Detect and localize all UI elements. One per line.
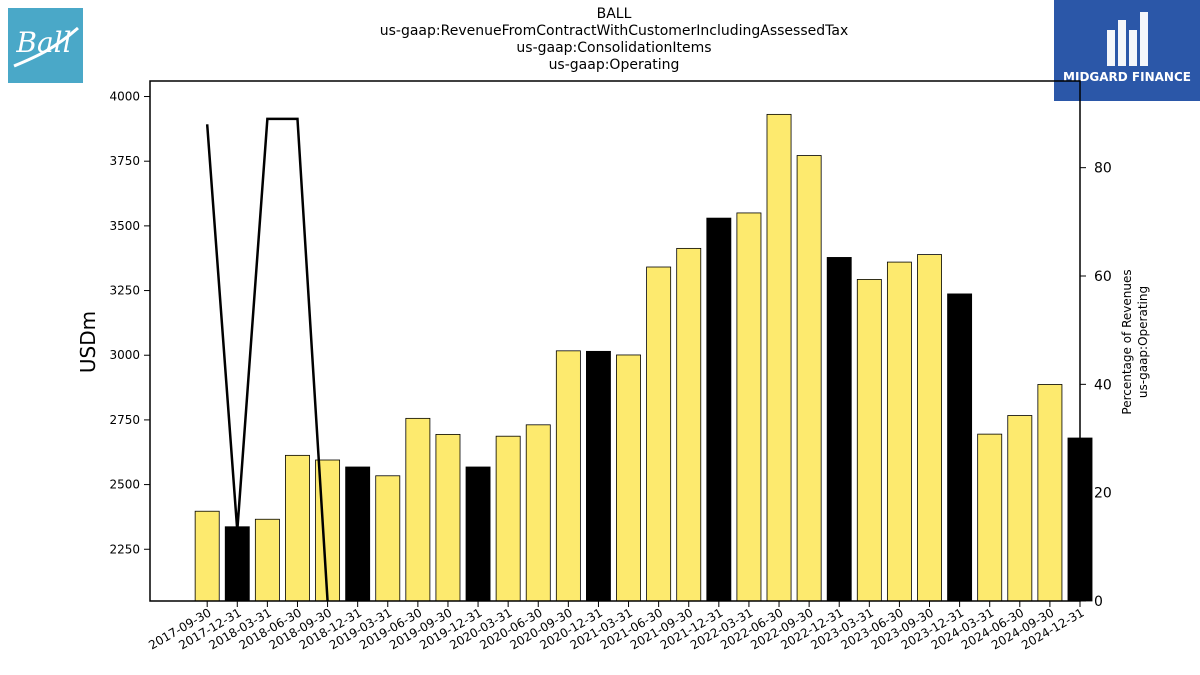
- bar-2022-09-30: [796, 155, 822, 602]
- bar-2024-06-30: [1007, 415, 1033, 602]
- bar-2023-06-30: [886, 261, 912, 602]
- y2-tick-label-80: 80: [1094, 161, 1112, 177]
- ball-logo: Ball: [8, 8, 83, 83]
- bar-2022-12-31: [826, 257, 852, 602]
- y-tick-label-3750: 3750: [109, 154, 140, 168]
- bar-2020-03-31: [495, 435, 521, 602]
- y-axis-label: USDm: [76, 311, 100, 373]
- ball-logo-text: Ball: [15, 26, 71, 59]
- bar-2018-03-31: [254, 518, 280, 602]
- chart-title-member: us-gaap:Operating: [548, 57, 680, 73]
- bar-2017-12-31: [224, 526, 250, 602]
- y2-axis-label-line2: us-gaap:Operating: [1136, 286, 1150, 398]
- bar-2023-09-30: [917, 254, 942, 602]
- bar-2022-03-31: [736, 212, 762, 602]
- bar-2021-03-31: [616, 354, 641, 602]
- bar-2020-06-30: [525, 424, 551, 602]
- chart-title-company: BALL: [596, 6, 632, 22]
- axes-group: 2250 2500 2750 3000 3250 3500 3750 4000 0 20 40 60 8…: [109, 80, 1112, 652]
- bar-2018-12-31: [345, 466, 371, 602]
- y2-tick-label-20: 20: [1094, 486, 1112, 502]
- bar-2017-09-30: [194, 510, 220, 602]
- bar-2024-03-31: [977, 433, 1003, 602]
- bar-2020-12-31: [586, 350, 611, 602]
- midgard-finance-logo-text: MIDGARD FINANCE: [1063, 70, 1191, 84]
- bar-2018-06-30: [285, 454, 310, 602]
- y-tick-label-4000: 4000: [109, 90, 140, 104]
- bar-2020-09-30: [555, 350, 581, 602]
- y-tick-label-3250: 3250: [109, 284, 140, 298]
- y-tick-label-2500: 2500: [109, 478, 140, 492]
- bar-2022-06-30: [766, 113, 792, 602]
- y-tick-label-2250: 2250: [109, 542, 140, 556]
- chart-title-block: BALL us-gaap:RevenueFromContractWithCust…: [300, 6, 928, 74]
- y2-tick-label-40: 40: [1094, 377, 1112, 393]
- bar-2023-12-31: [947, 293, 973, 602]
- y-tick-label-3000: 3000: [109, 348, 140, 362]
- bar-2021-06-30: [646, 266, 672, 602]
- midgard-finance-logo: MIDGARD FINANCE: [1054, 0, 1200, 101]
- bar-2019-06-30: [405, 417, 431, 602]
- bar-2019-03-31: [375, 475, 401, 602]
- plot-frame: [149, 80, 1081, 602]
- chart-title-concept: us-gaap:RevenueFromContractWithCustomerI…: [379, 23, 849, 39]
- bar-2021-09-30: [676, 247, 702, 602]
- chart-title-axis: us-gaap:ConsolidationItems: [516, 40, 712, 56]
- y-tick-label-2750: 2750: [109, 413, 140, 427]
- bar-2024-09-30: [1037, 384, 1063, 602]
- y-tick-label-3500: 3500: [109, 219, 140, 233]
- percentage-line: [205, 117, 329, 602]
- bar-2023-03-31: [856, 279, 882, 602]
- bars-group: [194, 113, 1093, 602]
- bar-2019-09-30: [435, 433, 461, 602]
- bar-2021-12-31: [706, 217, 732, 602]
- y2-tick-label-0: 0: [1094, 594, 1103, 610]
- bar-2019-12-31: [465, 466, 491, 602]
- line-group: [205, 117, 329, 602]
- y2-axis-label-line1: Percentage of Revenues: [1120, 269, 1134, 414]
- y2-tick-label-60: 60: [1094, 269, 1112, 285]
